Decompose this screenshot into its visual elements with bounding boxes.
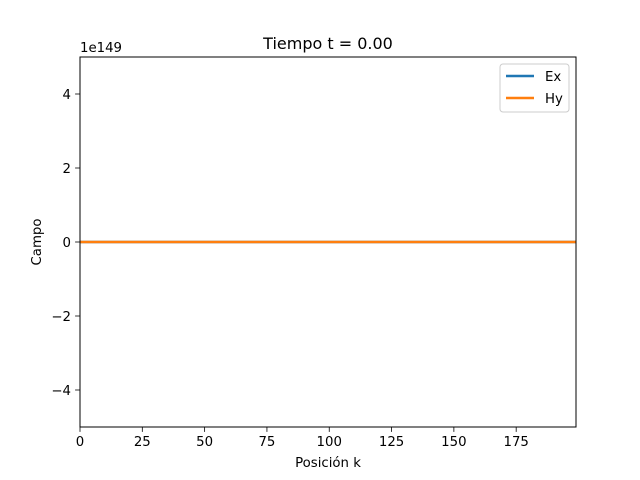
y-tick-label: 2 <box>63 162 71 177</box>
y-axis-label: Campo <box>30 219 45 266</box>
x-tick-label: 175 <box>503 435 528 450</box>
x-tick-label: 125 <box>379 435 404 450</box>
y-tick-label: 0 <box>63 236 71 251</box>
x-tick-label: 150 <box>441 435 466 450</box>
x-tick-label: 100 <box>317 435 342 450</box>
x-axis-label: Posición k <box>295 455 361 471</box>
x-tick-label: 0 <box>76 435 84 450</box>
plot-frame <box>79 56 577 428</box>
y-tick-label: −4 <box>51 384 71 399</box>
x-tick-label: 75 <box>258 435 275 450</box>
legend: Ex Hy <box>499 63 570 113</box>
x-axis: 0 25 50 75 100 125 150 175 <box>76 427 529 450</box>
x-tick-label: 25 <box>134 435 151 450</box>
legend-label-hy: Hy <box>545 92 563 107</box>
y-tick-label: −2 <box>51 310 71 325</box>
x-tick-label: 50 <box>196 435 213 450</box>
chart-title: Tiempo t = 0.00 <box>262 34 393 53</box>
y-axis: −4 −2 0 2 4 <box>51 88 80 399</box>
y-tick-label: 4 <box>63 88 71 103</box>
legend-label-ex: Ex <box>545 70 561 85</box>
y-offset-text: 1e149 <box>80 41 122 56</box>
